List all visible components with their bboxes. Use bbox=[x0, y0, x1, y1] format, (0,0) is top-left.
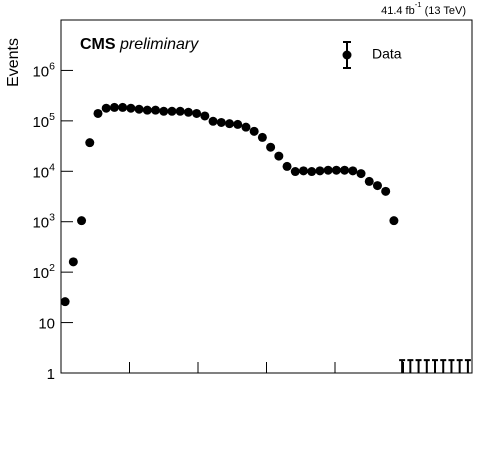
data-point bbox=[249, 126, 259, 136]
data-point bbox=[142, 105, 152, 115]
data-point bbox=[233, 119, 243, 129]
data-point bbox=[257, 132, 267, 142]
error-bar bbox=[440, 359, 447, 373]
error-bar bbox=[456, 359, 463, 373]
legend-label: Data bbox=[372, 46, 402, 62]
error-bar bbox=[448, 359, 455, 373]
data-point bbox=[77, 216, 87, 226]
error-bar bbox=[432, 359, 439, 373]
data-point bbox=[200, 111, 210, 121]
legend-marker bbox=[342, 50, 352, 60]
data-point bbox=[315, 166, 325, 176]
data-point bbox=[323, 165, 333, 175]
data-point bbox=[68, 257, 78, 267]
data-point bbox=[60, 297, 70, 307]
data-point bbox=[109, 102, 119, 112]
data-point bbox=[208, 116, 218, 126]
plot-frame bbox=[60, 19, 473, 374]
data-point bbox=[372, 181, 382, 191]
data-point bbox=[167, 106, 177, 116]
y-tick-label: 10 bbox=[38, 316, 55, 333]
data-point bbox=[282, 161, 292, 171]
data-point bbox=[134, 104, 144, 114]
data-point bbox=[274, 151, 284, 161]
y-tick-label: 105 bbox=[32, 111, 55, 131]
y-tick-label: 102 bbox=[32, 262, 55, 282]
data-point bbox=[85, 138, 95, 148]
lumi-label: 41.4 fb-1 (13 TeV) bbox=[381, 0, 466, 17]
data-point bbox=[340, 165, 350, 175]
data-point bbox=[93, 108, 103, 118]
error-bar bbox=[399, 359, 406, 373]
data-point bbox=[290, 167, 300, 177]
data-point bbox=[381, 186, 391, 196]
y-tick-label: 1 bbox=[47, 366, 55, 383]
data-point bbox=[126, 103, 136, 113]
data-point bbox=[101, 103, 111, 113]
error-bar bbox=[415, 359, 422, 373]
chart-title: CMS bbox=[80, 36, 116, 53]
data-point bbox=[175, 106, 185, 116]
y-axis-label: Events bbox=[5, 38, 22, 87]
data-point bbox=[118, 102, 128, 112]
data-point bbox=[331, 165, 341, 175]
data-point bbox=[159, 106, 169, 116]
error-bar bbox=[423, 359, 430, 373]
chart-subtitle: preliminary bbox=[119, 36, 199, 53]
y-tick-label: 106 bbox=[32, 60, 55, 80]
data-point bbox=[216, 117, 226, 127]
data-point bbox=[192, 108, 202, 118]
data-point bbox=[356, 169, 366, 179]
data-point bbox=[183, 107, 193, 117]
data-point bbox=[241, 122, 251, 132]
error-bar bbox=[464, 359, 471, 373]
data-point bbox=[348, 166, 358, 176]
data-point bbox=[389, 216, 399, 226]
y-tick-label: 103 bbox=[32, 211, 55, 231]
y-tick-label: 104 bbox=[32, 161, 55, 181]
data-point bbox=[151, 105, 161, 115]
data-point bbox=[307, 167, 317, 177]
error-bar bbox=[407, 359, 414, 373]
data-point bbox=[225, 119, 235, 129]
data-point bbox=[266, 142, 276, 152]
data-point bbox=[364, 176, 374, 186]
data-point bbox=[298, 166, 308, 176]
